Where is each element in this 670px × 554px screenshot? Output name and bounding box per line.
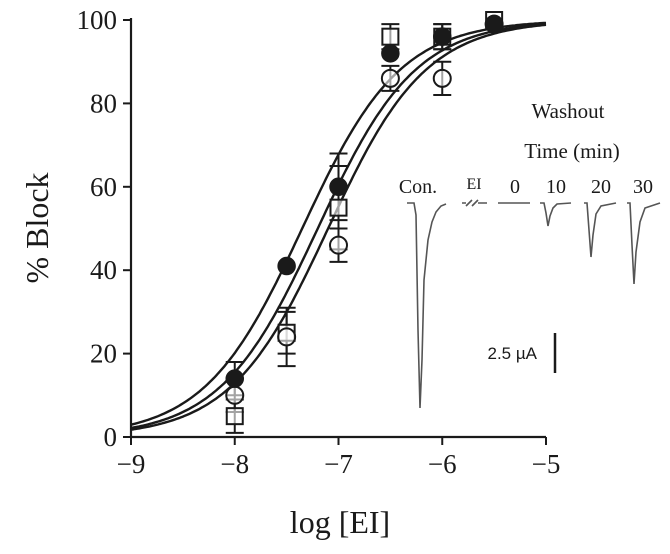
data-points — [225, 11, 504, 426]
trace-washout-10 — [540, 202, 572, 227]
y-tick-label: 40 — [90, 255, 117, 285]
point-open-square — [225, 407, 244, 426]
inset-label-10: 10 — [546, 176, 566, 198]
x-tick-label: −9 — [117, 449, 146, 479]
point-filled-circle — [277, 256, 296, 276]
inset-label-30: 30 — [633, 176, 653, 198]
inset-label-control: Con. — [399, 176, 437, 198]
inset-label-20: 20 — [591, 176, 611, 198]
y-ticks: 0 20 40 60 80 100 — [77, 5, 131, 452]
scale-bar-label: 2.5 µA — [488, 344, 538, 363]
y-tick-label: 60 — [90, 172, 117, 202]
trace-washout-20 — [584, 202, 617, 258]
inset-label-ei: EI — [466, 176, 481, 193]
x-ticks: −9 −8 −7 −6 −5 — [117, 437, 561, 479]
y-tick-label: 20 — [90, 339, 117, 369]
trace-washout-30 — [627, 202, 661, 285]
point-open-circle — [380, 68, 400, 88]
y-tick-label: 100 — [77, 5, 118, 35]
inset-title-line1: Washout — [532, 99, 605, 123]
point-open-circle — [277, 327, 297, 347]
inset-label-0: 0 — [510, 176, 520, 198]
point-open-circle — [432, 68, 452, 88]
point-filled-circle — [329, 177, 348, 197]
y-tick-label: 0 — [104, 422, 118, 452]
x-tick-label: −7 — [324, 449, 353, 479]
trace-break-marks — [462, 199, 487, 207]
point-filled-circle — [484, 14, 504, 34]
point-filled-circle — [433, 27, 452, 46]
x-axis-label: log [EI] — [290, 504, 390, 540]
x-tick-label: −5 — [532, 449, 561, 479]
error-bars — [225, 23, 452, 434]
point-filled-circle — [225, 369, 244, 388]
y-tick-label: 80 — [90, 88, 117, 118]
x-tick-label: −8 — [220, 449, 249, 479]
point-open-square — [381, 27, 400, 46]
point-open-circle — [225, 385, 245, 405]
x-tick-label: −6 — [428, 449, 457, 479]
inset-title-line2: Time (min) — [524, 139, 619, 163]
point-open-square — [329, 198, 348, 217]
washout-inset: Washout Time (min) Con. EI 0 10 20 30 2.… — [399, 99, 661, 409]
point-filled-circle — [381, 44, 400, 63]
y-axis-label: % Block — [19, 172, 55, 283]
trace-control — [407, 202, 447, 409]
point-open-circle — [329, 235, 348, 255]
